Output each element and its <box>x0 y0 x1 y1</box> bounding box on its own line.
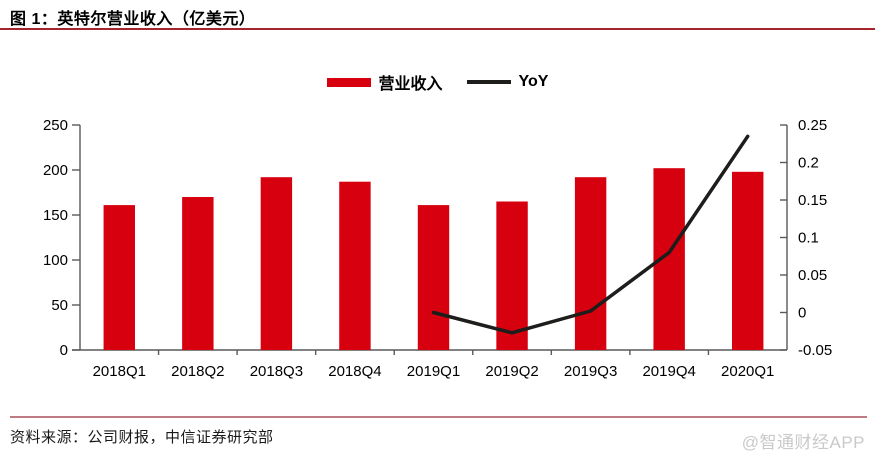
right-axis-tick-label: 0.1 <box>798 230 819 247</box>
bar-2018Q2 <box>182 197 214 350</box>
legend-item-revenue: 营业收入 <box>326 70 443 94</box>
x-axis-category-label: 2018Q2 <box>171 363 224 380</box>
bar-2018Q1 <box>103 205 135 350</box>
figure-title: 图 1：英特尔营业收入（亿美元） <box>10 11 256 28</box>
bar-2019Q3 <box>574 177 607 350</box>
source-note: 资料来源：公司财报，中信证券研究部 <box>10 429 274 446</box>
left-axis-tick-label: 200 <box>43 162 68 179</box>
x-axis-category-label: 2018Q3 <box>250 363 303 380</box>
x-axis-category-label: 2019Q1 <box>407 363 460 380</box>
left-axis-tick-label: 150 <box>43 207 68 224</box>
bar-2018Q4 <box>339 181 371 350</box>
right-axis-tick-label: 0 <box>798 305 806 322</box>
right-axis-tick-label: 0.25 <box>798 117 827 134</box>
title-divider <box>0 28 875 30</box>
legend-item-yoy: YoY <box>466 73 549 91</box>
right-axis-tick-label: 0.15 <box>798 192 827 209</box>
left-axis-tick-label: 250 <box>43 117 68 134</box>
footer-divider <box>10 416 867 418</box>
x-axis-category-label: 2019Q3 <box>564 363 617 380</box>
yoy-line-swatch-icon <box>466 80 511 84</box>
left-axis-tick-label: 100 <box>43 252 68 269</box>
legend-label-yoy: YoY <box>518 73 549 90</box>
bar-2020Q1 <box>732 171 764 350</box>
right-axis-tick-label: -0.05 <box>798 342 832 359</box>
x-axis-category-label: 2019Q2 <box>485 363 538 380</box>
bar-2018Q3 <box>260 177 293 350</box>
x-axis-category-label: 2018Q4 <box>328 363 381 380</box>
left-axis-tick-label: 0 <box>60 342 68 359</box>
revenue-bar-swatch-icon <box>326 77 371 87</box>
x-axis-category-label: 2019Q4 <box>642 363 695 380</box>
x-axis-category-label: 2020Q1 <box>721 363 774 380</box>
combo-chart: 0 50 100 150 200 250 -0.05 0 0.05 0.1 0.15 0.2 0.25 2… <box>43 117 832 380</box>
bar-2019Q2 <box>496 201 528 350</box>
right-axis-tick-label: 0.2 <box>798 155 819 172</box>
watermark: @智通财经APP <box>741 433 865 452</box>
yoy-line <box>431 134 750 335</box>
legend-label-revenue: 营业收入 <box>378 76 443 93</box>
right-axis-tick-label: 0.05 <box>798 267 827 284</box>
chart-legend: 营业收入 YoY <box>0 70 875 94</box>
bar-2019Q1 <box>417 205 450 350</box>
left-axis-tick-label: 50 <box>51 297 68 314</box>
x-axis-category-label: 2018Q1 <box>93 363 146 380</box>
